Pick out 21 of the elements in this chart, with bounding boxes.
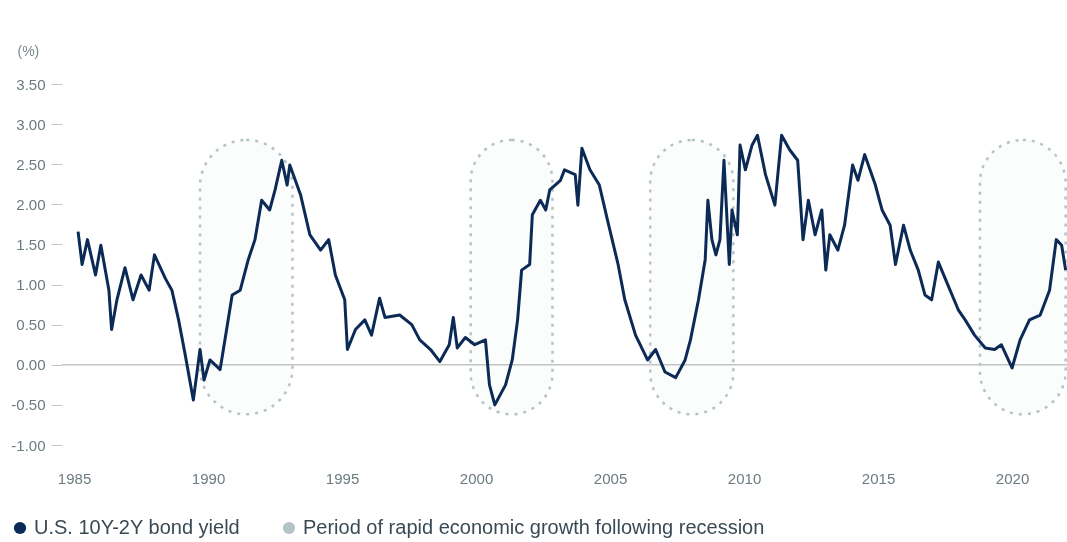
- x-tick-label: 2005: [593, 469, 628, 487]
- y-tick-label: 3.00: [16, 115, 46, 133]
- x-tick-label: 2020: [995, 469, 1030, 487]
- x-tick-label: 2000: [459, 469, 494, 487]
- y-axis-title: (%): [17, 42, 40, 59]
- x-tick-label: 2015: [861, 469, 896, 487]
- y-tick-label: 0.00: [16, 356, 46, 374]
- x-tick-label: 2010: [727, 469, 762, 487]
- y-tick-label: 1.00: [16, 276, 46, 294]
- x-tick-label: 1985: [57, 469, 92, 487]
- y-tick-label: -0.50: [11, 396, 46, 414]
- y-tick-label: 3.50: [16, 75, 46, 93]
- y-tick-label: -1.00: [11, 436, 46, 454]
- x-tick-label: 1990: [191, 469, 226, 487]
- legend-label: Period of rapid economic growth following recession: [303, 516, 765, 538]
- y-tick-label: 2.00: [16, 195, 46, 213]
- y-tick-label: 2.50: [16, 155, 46, 173]
- y-tick-label: 0.50: [16, 316, 46, 334]
- x-tick-label: 1995: [325, 469, 360, 487]
- legend-label: U.S. 10Y-2Y bond yield: [34, 516, 240, 538]
- y-tick-label: 1.50: [16, 235, 46, 253]
